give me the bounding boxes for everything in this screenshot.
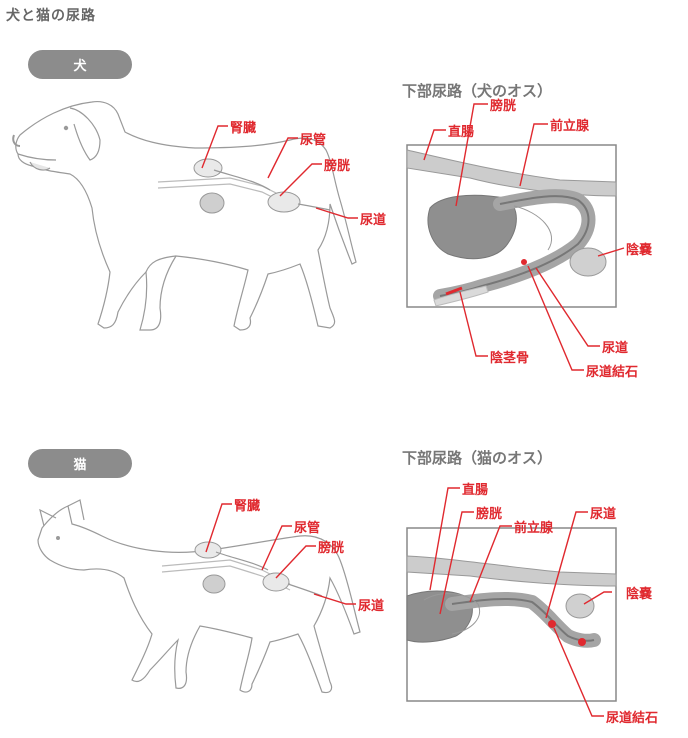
dog-detail-prostate: 前立腺 (550, 119, 590, 134)
dog-label-ureter: 尿管 (300, 133, 327, 148)
cat-detail-scrotum: 陰嚢 (626, 587, 653, 602)
dog-detail-bladder: 膀胱 (490, 99, 517, 114)
dog-tag: 犬 (28, 50, 132, 79)
cat-label-kidney: 腎臓 (234, 499, 261, 514)
cat-detail-prostate: 前立腺 (514, 521, 554, 536)
dog-detail-urethra: 尿道 (602, 341, 629, 356)
page-title: 犬と猫の尿路 (6, 8, 96, 24)
dog-label-kidney: 腎臓 (230, 121, 257, 136)
dog-urinary-organs (157, 158, 331, 214)
cat-detail-bladder: 膀胱 (476, 507, 503, 522)
cat-tag: 猫 (28, 449, 132, 478)
cat-detail-urethra: 尿道 (590, 507, 617, 522)
dog-figure (12, 100, 357, 331)
cat-detail-title: 下部尿路（猫のオス） (402, 449, 553, 467)
dog-detail-box (406, 144, 617, 308)
dog-label-bladder: 膀胱 (324, 159, 351, 174)
cat-figure (37, 499, 361, 694)
dog-detail-title: 下部尿路（犬のオス） (402, 82, 553, 100)
cat-urinary-organs (161, 541, 323, 597)
cat-detail-rectum: 直腸 (462, 483, 489, 498)
dog-label-urethra: 尿道 (360, 213, 387, 228)
dog-detail-os-penis: 陰茎骨 (490, 351, 530, 366)
dog-detail-rectum: 直腸 (448, 125, 475, 140)
cat-detail-box (406, 527, 617, 702)
cat-detail-stone: 尿道結石 (606, 711, 659, 726)
dog-detail-scrotum: 陰嚢 (626, 243, 653, 258)
dog-detail-stone: 尿道結石 (586, 365, 639, 380)
cat-label-bladder: 膀胱 (318, 541, 345, 556)
cat-label-urethra: 尿道 (358, 599, 385, 614)
cat-label-ureter: 尿管 (294, 521, 321, 536)
